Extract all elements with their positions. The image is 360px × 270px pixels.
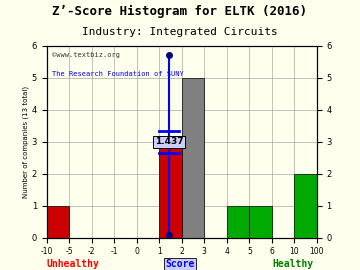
Y-axis label: Number of companies (13 total): Number of companies (13 total) — [22, 86, 29, 198]
Text: The Research Foundation of SUNY: The Research Foundation of SUNY — [52, 71, 184, 77]
Text: ©www.textbiz.org: ©www.textbiz.org — [52, 52, 120, 58]
Bar — [47, 206, 69, 238]
Text: 1.437: 1.437 — [155, 137, 184, 146]
Text: Healthy: Healthy — [272, 259, 313, 269]
Bar — [182, 78, 204, 238]
Text: Score: Score — [165, 259, 195, 269]
Bar — [294, 174, 317, 238]
Text: Industry: Integrated Circuits: Industry: Integrated Circuits — [82, 27, 278, 37]
Bar — [159, 142, 182, 238]
Text: Unhealthy: Unhealthy — [47, 259, 100, 269]
Bar — [249, 206, 272, 238]
Bar — [227, 206, 249, 238]
Text: Z’-Score Histogram for ELTK (2016): Z’-Score Histogram for ELTK (2016) — [53, 5, 307, 18]
